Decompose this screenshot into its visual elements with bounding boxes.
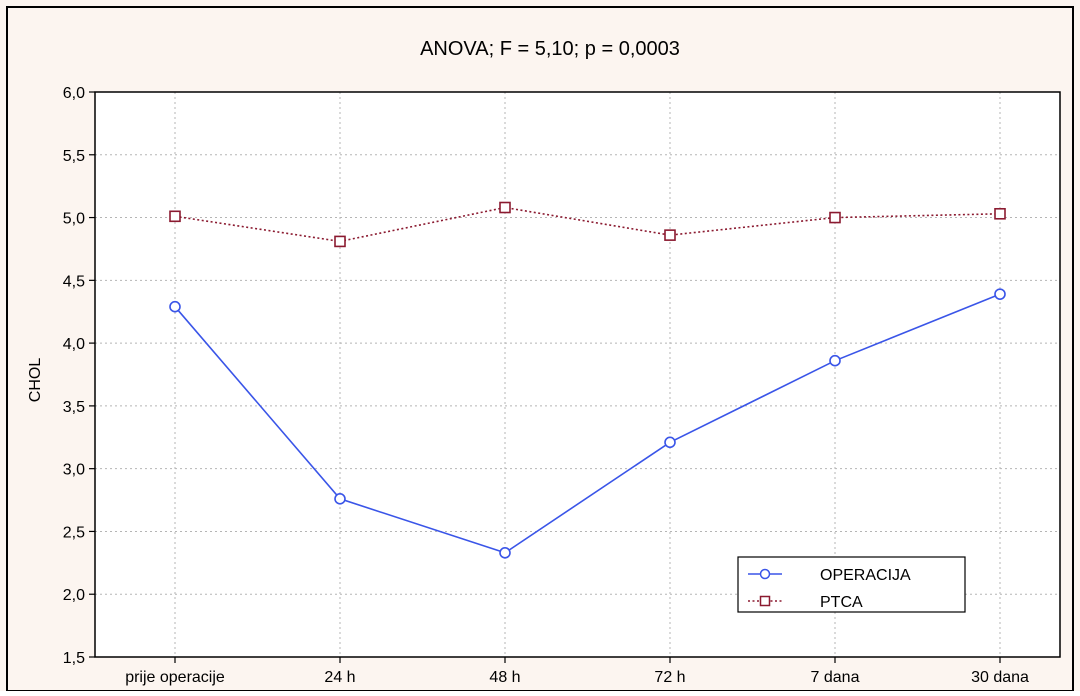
- y-tick-label: 3,0: [63, 462, 85, 479]
- y-tick-label: 5,5: [63, 148, 85, 165]
- data-point-operacija: [829, 354, 841, 367]
- legend-label-ptca: PTCA: [820, 594, 863, 611]
- series-line-operacija: [174, 293, 1001, 554]
- y-tick-label: 1,5: [63, 650, 85, 667]
- x-tick-label: 48 h: [489, 669, 520, 686]
- y-tick-label: 2,5: [63, 524, 85, 541]
- x-tick-label: 24 h: [324, 669, 355, 686]
- x-tick-label: 30 dana: [971, 669, 1029, 686]
- data-point-operacija: [169, 300, 181, 313]
- y-axis-label: CHOL: [27, 358, 44, 403]
- y-tick-label: 2,0: [63, 587, 85, 604]
- x-tick-label: 72 h: [654, 669, 685, 686]
- legend-box: [737, 556, 966, 613]
- data-point-operacija: [334, 492, 346, 505]
- legend-swatch-marker-operacija: [759, 568, 771, 580]
- x-tick-label: prije operacije: [125, 669, 225, 686]
- data-point-ptca: [169, 210, 181, 223]
- data-point-ptca: [829, 211, 841, 224]
- x-tick-label: 7 dana: [811, 669, 860, 686]
- y-tick-label: 4,5: [63, 273, 85, 290]
- legend-swatch-marker-ptca: [759, 595, 771, 607]
- data-point-operacija: [994, 288, 1006, 300]
- plot-frame: [94, 91, 1061, 658]
- x-axis-ticks: prije operacije 24 h 48 h 72 h 7 dana 30 dana: [125, 657, 1029, 686]
- chart-title: ANOVA; F = 5,10; p = 0,0003: [420, 38, 680, 60]
- y-tick-label: 5,0: [63, 211, 85, 228]
- y-tick-label: 3,5: [63, 399, 85, 416]
- data-point-ptca: [499, 201, 511, 214]
- legend-items: OPERACIJA PTCA: [748, 567, 911, 611]
- y-axis-ticks: 1,5 2,0 2,5 3,0 3,5 4,0 4,5 5,0 5,5 6,0: [63, 85, 95, 667]
- data-point-ptca: [994, 207, 1006, 220]
- series-line-ptca: [174, 206, 1001, 243]
- data-point-ptca: [334, 235, 346, 248]
- legend: OPERACIJA PTCA: [737, 556, 966, 613]
- data-point-operacija: [664, 436, 676, 449]
- y-tick-label: 4,0: [63, 336, 85, 353]
- legend-label-operacija: OPERACIJA: [820, 567, 911, 584]
- grid-lines: [95, 92, 1060, 657]
- data-point-ptca: [664, 229, 676, 241]
- data-point-operacija: [499, 546, 511, 559]
- y-tick-label: 6,0: [63, 85, 85, 102]
- series-layer: [169, 201, 1006, 559]
